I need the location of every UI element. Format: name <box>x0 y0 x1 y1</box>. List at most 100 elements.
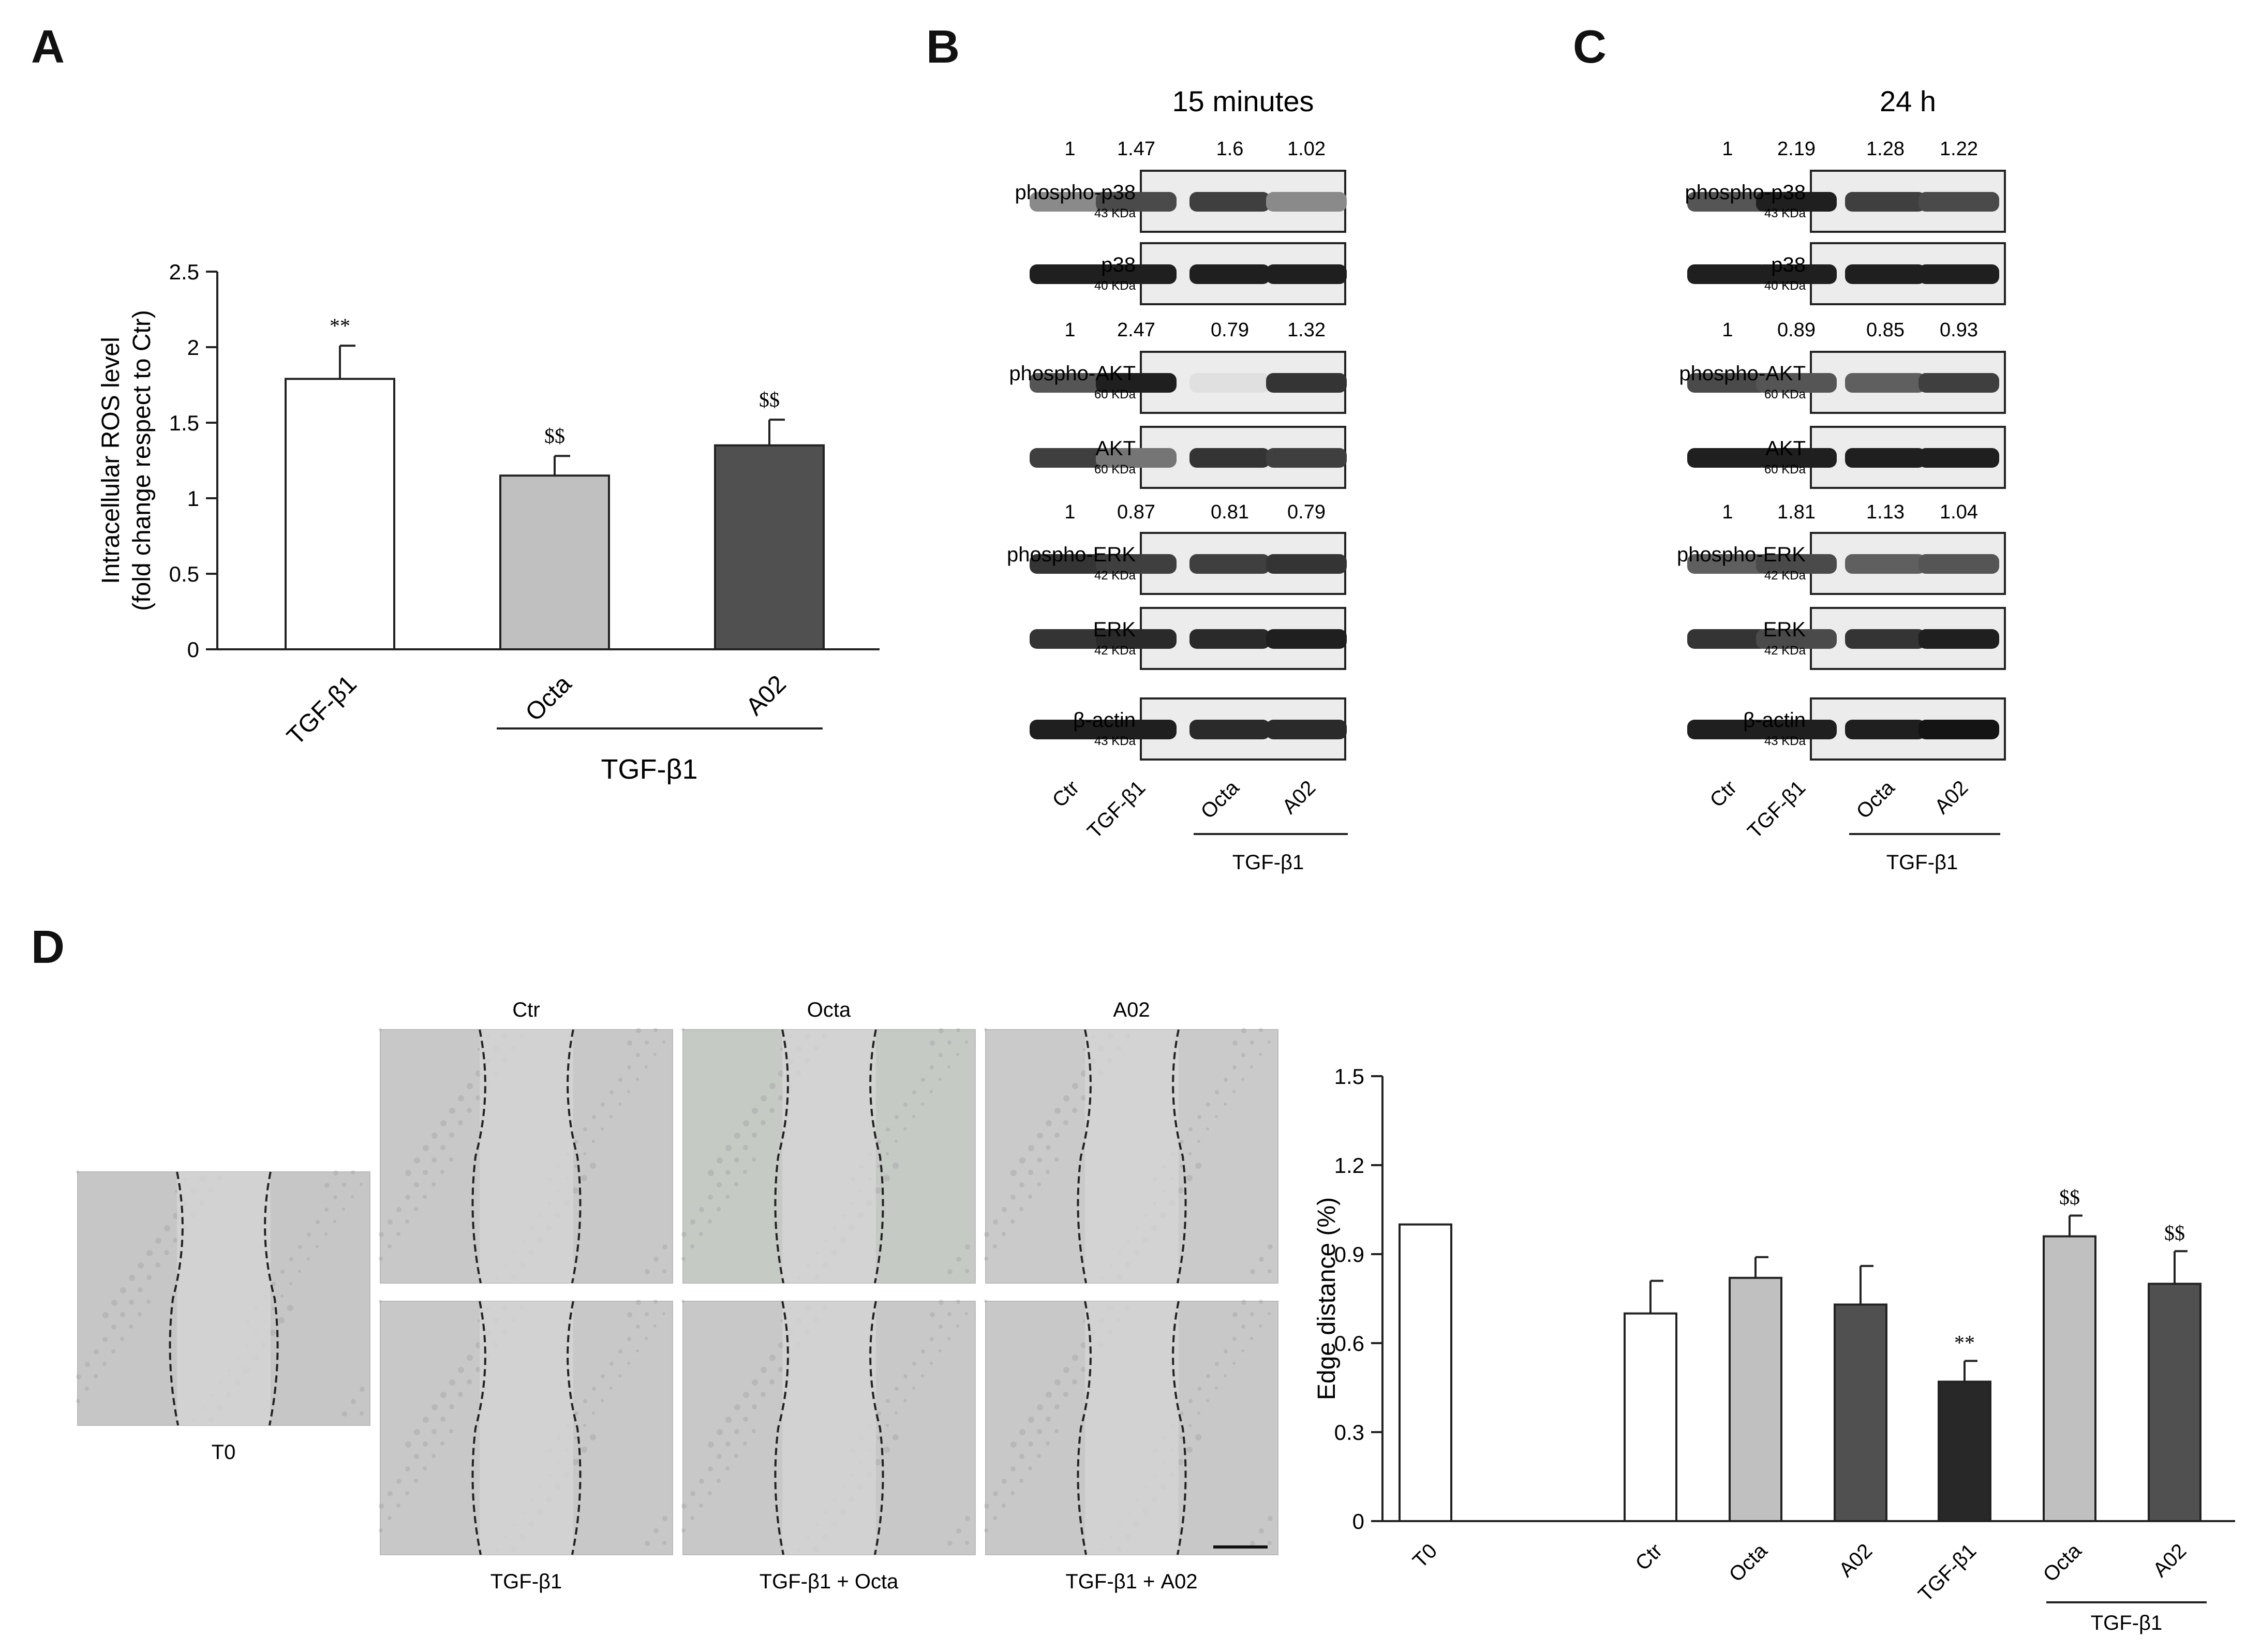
cell-texture <box>708 1491 712 1495</box>
cell-texture <box>645 1541 650 1546</box>
protein-band <box>1266 264 1347 284</box>
cell-texture <box>921 1078 925 1082</box>
cell-texture <box>581 1447 587 1453</box>
cell-texture <box>1019 1429 1025 1435</box>
cell-texture <box>467 1379 472 1385</box>
protein-band <box>1845 373 1926 393</box>
cell-texture <box>324 1208 329 1212</box>
cell-texture <box>414 1479 418 1483</box>
blot-protein-label: ERK <box>1763 618 1806 641</box>
cell-texture <box>1180 1140 1184 1144</box>
blot-kda-label: 43 KDa <box>1764 206 1806 220</box>
cell-texture <box>734 1133 740 1139</box>
cell-texture <box>903 1374 908 1378</box>
cell-texture <box>752 1133 757 1138</box>
cell-texture <box>1081 1367 1086 1372</box>
cell-texture <box>120 1287 126 1293</box>
cell-texture <box>1188 1127 1193 1132</box>
cell-texture <box>734 1429 739 1434</box>
cell-texture <box>138 1287 143 1292</box>
cell-texture <box>653 1257 659 1262</box>
cell-texture <box>681 1028 685 1031</box>
cell-texture <box>1010 1170 1017 1176</box>
protein-band <box>1918 264 1999 284</box>
cell-texture <box>699 1232 703 1236</box>
cell-texture <box>1072 1083 1078 1089</box>
panel-label-d: D <box>31 921 65 973</box>
cell-texture <box>423 1417 429 1423</box>
cell-texture <box>440 1441 444 1446</box>
blot-kda-label: 42 KDa <box>1094 569 1136 583</box>
significance-annotation: $$ <box>2059 1185 2080 1209</box>
y-tick-label: 2 <box>187 335 199 360</box>
cell-texture <box>1188 1152 1192 1155</box>
blot-protein-label: AKT <box>1095 437 1136 460</box>
densitometry-value: 0.85 <box>1866 319 1905 341</box>
cell-texture <box>886 1399 890 1403</box>
cell-texture <box>725 1441 731 1447</box>
cell-texture <box>449 1429 453 1433</box>
group-label: TGF-β1 <box>601 754 697 785</box>
cell-texture <box>388 1491 393 1496</box>
wound-area <box>480 1030 573 1283</box>
blot-protein-label: phospho-AKT <box>1679 362 1806 385</box>
cell-texture <box>947 1337 950 1340</box>
protein-band <box>1687 629 1768 649</box>
cell-texture <box>1241 1324 1245 1329</box>
y-axis-label: Intracellular ROS level <box>97 337 125 584</box>
cell-texture <box>912 1387 915 1390</box>
densitometry-value: 1 <box>1064 501 1075 523</box>
cell-texture <box>609 1115 613 1118</box>
cell-texture <box>146 1300 151 1304</box>
cell-texture <box>752 1429 756 1433</box>
y-tick-label: 0.3 <box>1334 1420 1364 1445</box>
image-label-tgf: TGF-β1 <box>490 1570 562 1593</box>
cell-texture <box>307 1232 311 1237</box>
cell-texture <box>85 1362 90 1367</box>
cell-texture <box>1046 1145 1051 1150</box>
cell-texture <box>1010 1466 1016 1471</box>
cell-texture <box>289 1282 292 1285</box>
cell-texture <box>76 1170 79 1173</box>
y-axis-label: Edge distance (%) <box>1313 1197 1341 1400</box>
cell-texture <box>1268 1269 1272 1273</box>
cell-texture <box>601 1127 604 1130</box>
cell-texture <box>316 1245 319 1248</box>
significance-annotation: $$ <box>759 388 780 411</box>
cell-texture <box>956 1300 960 1304</box>
cell-texture <box>1046 1417 1051 1422</box>
cell-texture <box>1186 1175 1193 1181</box>
cell-texture <box>636 1324 640 1329</box>
protein-band <box>1756 373 1837 393</box>
cell-texture <box>662 1040 665 1044</box>
cell-texture <box>379 1028 382 1031</box>
cell-texture <box>1180 1436 1183 1439</box>
cell-texture <box>636 1078 639 1081</box>
protein-band <box>1687 373 1768 393</box>
cell-texture <box>76 1374 81 1379</box>
cell-texture <box>601 1374 605 1378</box>
cell-texture <box>102 1312 109 1318</box>
cell-texture <box>1259 1028 1263 1032</box>
protein-band <box>1096 629 1177 649</box>
cell-texture <box>440 1120 447 1126</box>
cell-texture <box>351 1399 356 1404</box>
cell-texture <box>877 1140 881 1144</box>
cell-texture <box>743 1417 748 1422</box>
protein-band <box>1918 629 1999 649</box>
cell-texture <box>298 1245 302 1249</box>
protein-band <box>1189 554 1270 574</box>
blot-protein-label: phospho-p38 <box>1685 181 1806 204</box>
bar <box>285 378 395 650</box>
blot-protein-label: ERK <box>1093 618 1136 641</box>
cell-texture <box>769 1083 776 1089</box>
protein-band <box>1687 554 1768 574</box>
blot-kda-label: 60 KDa <box>1094 463 1136 477</box>
cell-texture <box>1019 1454 1024 1459</box>
densitometry-value: 1.81 <box>1777 501 1816 523</box>
group-label: TGF-β1 <box>1232 851 1304 874</box>
densitometry-value: 1 <box>1722 501 1733 523</box>
cell-texture <box>993 1516 997 1520</box>
cell-texture <box>592 1140 595 1143</box>
cell-texture <box>280 1294 284 1298</box>
